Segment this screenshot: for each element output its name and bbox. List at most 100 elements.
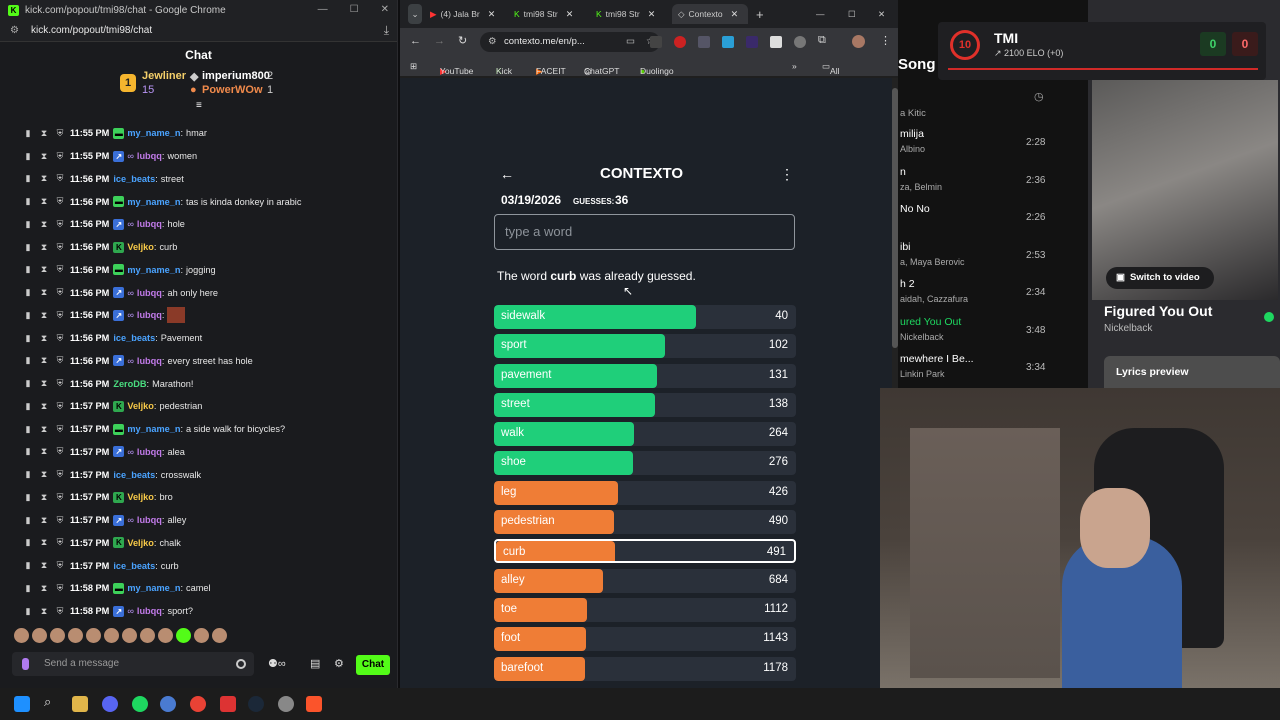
timeout-icon[interactable]: ⧗ [40, 582, 48, 593]
maximize-icon[interactable]: ☐ [848, 8, 856, 19]
shield-icon[interactable]: ⛨ [56, 560, 64, 571]
emote-icon[interactable] [212, 628, 227, 643]
pin-icon[interactable]: ▮ [25, 150, 31, 161]
pin-icon[interactable]: ▮ [25, 127, 31, 138]
timeout-icon[interactable]: ⧗ [40, 173, 48, 184]
menu-icon[interactable]: ⋮ [880, 35, 891, 47]
tab-contexto[interactable]: ◇ Contexto ✕ [672, 4, 748, 24]
emoji-icon[interactable] [236, 659, 246, 669]
extension-icon[interactable] [722, 36, 734, 48]
emote-icon[interactable] [140, 628, 155, 643]
emote-icon[interactable] [104, 628, 119, 643]
timeout-icon[interactable]: ⧗ [40, 469, 48, 480]
pin-icon[interactable]: ▮ [25, 491, 31, 502]
tab-youtube[interactable]: ▶ (4) Jala Br ✕ [430, 8, 496, 20]
mic-icon[interactable] [22, 658, 29, 670]
discord-icon[interactable] [102, 696, 118, 712]
address-bar[interactable]: ⚙contexto.me/en/p...▭☆ [480, 32, 660, 52]
pin-icon[interactable]: ▮ [25, 264, 31, 275]
message-user[interactable]: Veljko [127, 537, 154, 548]
pin-icon[interactable]: ▮ [25, 355, 31, 366]
back-icon[interactable]: ← [410, 35, 421, 47]
word-input[interactable]: type a word [494, 214, 795, 250]
extension-icon[interactable] [746, 36, 758, 48]
timeout-icon[interactable]: ⧗ [40, 264, 48, 275]
minimize-icon[interactable]: — [317, 4, 328, 15]
timeout-icon[interactable]: ⧗ [40, 537, 48, 548]
shield-icon[interactable]: ⛨ [56, 605, 64, 616]
pin-icon[interactable]: ▮ [25, 218, 31, 229]
emote-icon[interactable] [122, 628, 137, 643]
emote-icon[interactable] [32, 628, 47, 643]
shield-icon[interactable]: ⛨ [56, 514, 64, 525]
timeout-icon[interactable]: ⧗ [40, 309, 48, 320]
message-user[interactable]: Veljko [127, 401, 154, 412]
shield-icon[interactable]: ⛨ [56, 196, 64, 207]
timeout-icon[interactable]: ⧗ [40, 241, 48, 252]
extension-icon[interactable] [674, 36, 686, 48]
reload-icon[interactable]: ↻ [458, 35, 468, 47]
shield-icon[interactable]: ⛨ [56, 423, 64, 434]
shield-icon[interactable]: ⛨ [56, 127, 64, 138]
timeout-icon[interactable]: ⧗ [40, 400, 48, 411]
pin-icon[interactable]: ▮ [25, 196, 31, 207]
timeout-icon[interactable]: ⧗ [40, 491, 48, 502]
pin-icon[interactable]: ▮ [25, 605, 31, 616]
shield-icon[interactable]: ⛨ [56, 446, 64, 457]
all-bookmarks[interactable]: ▭ All Bookmarks [822, 61, 873, 86]
extension-icon[interactable] [794, 36, 806, 48]
shield-icon[interactable]: ⛨ [56, 218, 64, 229]
timeout-icon[interactable]: ⧗ [40, 332, 48, 343]
points-icon[interactable]: ⚉∞ [268, 658, 286, 670]
message-input[interactable]: Send a message [12, 652, 254, 676]
shield-icon[interactable]: ⛨ [56, 582, 64, 593]
switch-to-video-button[interactable]: ▣ Switch to video [1106, 267, 1214, 289]
shield-icon[interactable]: ⛨ [56, 309, 64, 320]
message-user[interactable]: lubqq [136, 310, 162, 321]
site-info-icon[interactable]: ⚙ [488, 36, 497, 47]
emote-bar[interactable] [14, 628, 227, 643]
scrollbar[interactable] [892, 78, 898, 688]
pin-icon[interactable]: ▮ [25, 582, 31, 593]
spotify-icon[interactable] [132, 696, 148, 712]
more-bookmarks-icon[interactable]: » [792, 61, 797, 71]
chrome-icon[interactable] [190, 696, 206, 712]
shield-icon[interactable]: ⛨ [56, 378, 64, 389]
pin-icon[interactable]: ▮ [25, 309, 31, 320]
cast-icon[interactable]: ▭ [626, 36, 635, 47]
new-tab-button[interactable]: + [756, 6, 764, 22]
address-bar[interactable]: ⚙ kick.com/popout/tmi98/chat ⤓ [0, 20, 397, 42]
lyrics-preview[interactable]: Lyrics preview [1104, 356, 1280, 388]
shield-icon[interactable]: ⛨ [56, 264, 64, 275]
pin-icon[interactable]: ▮ [25, 173, 31, 184]
gifter-name[interactable]: imperium800 [202, 70, 270, 82]
site-info-icon[interactable]: ⚙ [10, 25, 19, 36]
file-explorer-icon[interactable] [72, 696, 88, 712]
maximize-icon[interactable]: ☐ [349, 4, 359, 15]
timeout-icon[interactable]: ⧗ [40, 378, 48, 389]
shield-icon[interactable]: ⛨ [56, 241, 64, 252]
pin-icon[interactable]: ▮ [25, 423, 31, 434]
pin-icon[interactable]: ▮ [25, 446, 31, 457]
timeout-icon[interactable]: ⧗ [40, 355, 48, 366]
message-user[interactable]: my_name_n [127, 264, 181, 275]
app-icon[interactable] [160, 696, 176, 712]
shield-icon[interactable]: ⛨ [56, 173, 64, 184]
message-user[interactable]: ice_beats [113, 560, 156, 571]
message-user[interactable]: my_name_n [127, 424, 181, 435]
pin-icon[interactable]: ▮ [25, 469, 31, 480]
shield-icon[interactable]: ⛨ [56, 400, 64, 411]
pin-icon[interactable]: ▮ [25, 400, 31, 411]
close-icon[interactable]: ✕ [878, 8, 886, 19]
shield-icon[interactable]: ⛨ [56, 469, 64, 480]
pin-icon[interactable]: ▮ [25, 287, 31, 298]
timeout-icon[interactable]: ⧗ [40, 423, 48, 434]
close-icon[interactable]: ✕ [380, 4, 389, 15]
message-user[interactable]: ice_beats [113, 469, 156, 480]
steam-icon[interactable] [248, 696, 264, 712]
pin-icon[interactable]: ▮ [25, 537, 31, 548]
store-icon[interactable]: ▤ [310, 658, 321, 670]
extensions-puzzle-icon[interactable]: ⧉ [818, 34, 826, 46]
tab-search-icon[interactable]: ⌄ [408, 4, 422, 24]
timeout-icon[interactable]: ⧗ [40, 127, 48, 138]
